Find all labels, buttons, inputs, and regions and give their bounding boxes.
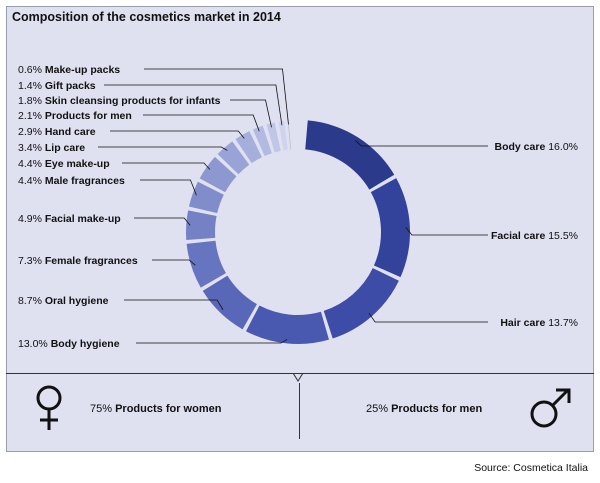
women-share-value: 75% [90, 403, 113, 415]
divider-line [6, 373, 594, 374]
leader-line [368, 313, 488, 323]
donut-slice [323, 268, 399, 339]
leader-line [134, 217, 191, 226]
chart-title: Composition of the cosmetics market in 2… [12, 10, 281, 24]
men-share: 25% Products for men [366, 403, 482, 415]
slice-label: 13.0% Body hygiene [18, 338, 120, 350]
men-share-value: 25% [366, 403, 389, 415]
slice-label: Body care 16.0% [495, 141, 578, 153]
leader-line [98, 146, 228, 151]
center-divider [299, 383, 300, 439]
donut-slice [278, 120, 288, 151]
leader-line [140, 179, 197, 196]
slice-label: 2.9% Hand care [18, 126, 96, 138]
donut-slice [252, 125, 272, 157]
slice-label: 1.4% Gift packs [18, 80, 96, 92]
leader-line [143, 114, 260, 132]
women-share: 75% Products for women [90, 403, 221, 415]
leader-line [152, 259, 196, 266]
donut-slice [188, 181, 224, 214]
donut-slice [186, 210, 217, 240]
male-symbol-icon [530, 388, 571, 428]
leader-line [144, 68, 289, 125]
donut-slice [199, 156, 237, 193]
donut-slice [186, 240, 226, 288]
slice-label: Hair care 13.7% [500, 317, 578, 329]
slice-label: 1.8% Skin cleansing products for infants [18, 95, 221, 107]
donut-slice [287, 120, 292, 150]
donut-slice [202, 275, 257, 330]
slice-label: 7.3% Female fragrances [18, 255, 138, 267]
leader-line [355, 140, 488, 147]
slice-label: 4.9% Facial make-up [18, 213, 121, 225]
slice-label: 2.1% Products for men [18, 110, 132, 122]
leader-line [124, 299, 224, 310]
men-share-label: Products for men [391, 403, 483, 415]
leader-line [110, 130, 245, 139]
slice-label: 3.4% Lip care [18, 142, 85, 154]
female-symbol-icon [36, 385, 62, 430]
divider-notch [293, 373, 303, 382]
slice-label: 4.4% Male fragrances [18, 175, 125, 187]
donut-slice [246, 305, 329, 345]
donut-slice [370, 178, 410, 278]
slice-label: 8.7% Oral hygiene [18, 295, 109, 307]
leader-line [122, 162, 211, 170]
leader-line [104, 84, 283, 126]
source-note: Source: Cosmetica Italia [474, 462, 588, 474]
women-share-label: Products for women [115, 403, 222, 415]
donut-slice [305, 120, 395, 190]
slice-label: 4.4% Eye make-up [18, 158, 110, 170]
leader-line [136, 339, 288, 344]
leader-line [230, 99, 272, 128]
donut-slice [235, 131, 262, 164]
donut-slice [266, 122, 281, 153]
slice-label: 0.6% Make-up packs [18, 64, 120, 76]
donut-chart: Body care 16.0% Facial care 15.5% Hair car… [18, 64, 578, 350]
slice-label: Facial care 15.5% [491, 230, 578, 242]
leader-line [405, 227, 488, 236]
